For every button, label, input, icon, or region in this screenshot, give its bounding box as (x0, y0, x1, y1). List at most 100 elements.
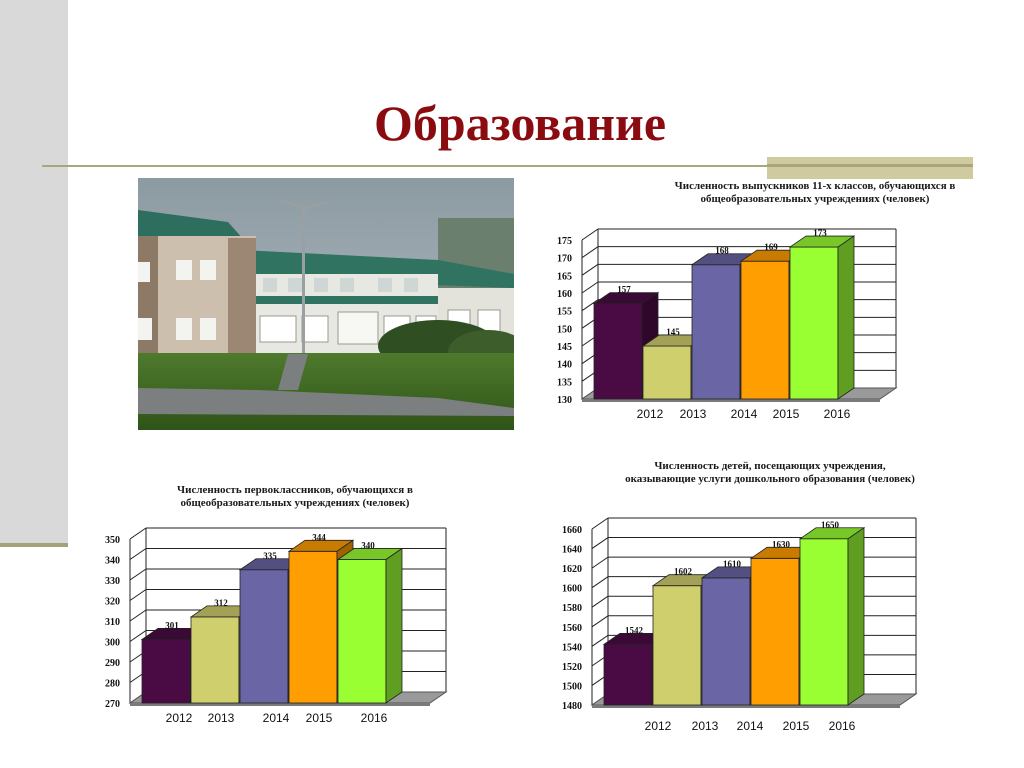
bar-front (691, 264, 741, 400)
x-tick-label: 2015 (783, 719, 810, 733)
bar-front (642, 345, 692, 400)
left-decor-band (0, 0, 68, 543)
bar-side (837, 235, 855, 400)
bar-front (740, 260, 790, 400)
y-tick-label: 320 (105, 597, 120, 608)
data-label: 157 (617, 285, 631, 295)
bar-front (701, 577, 751, 706)
title-underline (42, 165, 973, 167)
chart-title-line: общеобразовательных учреждениях (человек… (180, 497, 410, 509)
chart-title-line: Численность выпускников 11-х классов, об… (674, 180, 956, 192)
bar-front (288, 550, 338, 704)
chart-floor-edge (592, 705, 900, 708)
data-label: 1610 (723, 559, 742, 569)
chart-floor-edge (130, 703, 430, 706)
bar-front (652, 585, 702, 706)
chart-preschool: 1480 1500 1520 1540 1560 1580 1600 1620 1640 1660… (562, 517, 918, 733)
data-label: 335 (263, 551, 277, 561)
bar-2012 (592, 291, 660, 400)
x-tick-label: 2016 (829, 719, 856, 733)
chart-title-line: оказывающие услуги дошкольного образован… (625, 473, 915, 485)
left-decor-rule (0, 543, 68, 547)
bar-side (847, 527, 865, 706)
data-label: 173 (813, 228, 827, 238)
y-tick-label: 290 (105, 658, 120, 669)
data-label: 1650 (821, 520, 840, 530)
school-building-photo (138, 178, 514, 430)
y-tick-label: 1540 (562, 642, 582, 653)
bar-front (593, 303, 643, 400)
y-tick-label: 1600 (562, 584, 582, 595)
y-tick-label: 145 (557, 342, 572, 353)
chart-title-line: Численность первоклассников, обучающихся… (177, 484, 413, 496)
y-tick-label: 1520 (562, 662, 582, 673)
y-tick-label: 140 (557, 360, 572, 371)
title-underline-accent (767, 157, 973, 179)
gridline (581, 263, 599, 276)
bar-front (141, 639, 191, 704)
data-label: 344 (312, 532, 326, 542)
x-tick-label: 2012 (645, 719, 672, 733)
bar-front (337, 559, 387, 704)
gridline (129, 589, 147, 601)
gridline (129, 609, 147, 622)
y-tick-label: 300 (105, 638, 120, 649)
bar-front (789, 246, 839, 400)
y-tick-label: 1580 (562, 603, 582, 614)
chart-title-preschool: Численность детей, посещающих учреждения… (535, 460, 1005, 486)
x-tick-label: 2014 (731, 407, 758, 421)
data-label: 169 (764, 242, 778, 252)
y-tick-label: 1480 (562, 701, 582, 712)
gridline (581, 246, 599, 259)
x-tick-label: 2012 (166, 711, 193, 725)
gridline (129, 527, 147, 540)
data-label: 1602 (674, 567, 693, 577)
bar-2016 (336, 547, 404, 704)
school-building-illustration (138, 178, 514, 430)
y-tick-label: 155 (557, 307, 572, 318)
data-label: 312 (214, 598, 228, 608)
gridline (581, 281, 599, 294)
gridline (591, 537, 609, 549)
chart-title-first-graders: Численность первоклассников, обучающихся… (70, 484, 520, 510)
x-tick-label: 2016 (824, 407, 851, 421)
data-label: 145 (666, 327, 680, 337)
gridline (591, 615, 609, 628)
y-tick-label: 1560 (562, 623, 582, 634)
bar-2012 (602, 632, 670, 706)
gridline (129, 548, 147, 560)
y-tick-label: 175 (557, 236, 572, 247)
x-tick-label: 2012 (637, 407, 664, 421)
gridline (591, 576, 609, 589)
chart-floor-edge (582, 399, 880, 402)
bar-front (603, 643, 653, 706)
x-tick-label: 2013 (208, 711, 235, 725)
chart-title-line: общеобразовательных учреждениях (человек… (700, 193, 930, 205)
gridline (581, 299, 599, 312)
slide-title: Образование (373, 95, 667, 151)
y-tick-label: 170 (557, 254, 572, 265)
data-label: 340 (361, 541, 375, 551)
y-tick-label: 130 (557, 395, 572, 406)
bar-side (385, 547, 403, 704)
y-tick-label: 270 (105, 699, 120, 710)
y-tick-label: 340 (105, 556, 120, 567)
chart-first-graders: 270 280 290 300 310 320 330 340 350 301 2012 312 201… (105, 527, 448, 725)
y-tick-label: 330 (105, 576, 120, 587)
y-tick-label: 135 (557, 377, 572, 388)
gridline (591, 595, 609, 608)
chart-title-graduates: Численность выпускников 11-х классов, об… (590, 180, 1024, 206)
x-tick-label: 2013 (692, 719, 719, 733)
y-tick-label: 280 (105, 679, 120, 690)
y-tick-label: 1660 (562, 525, 582, 536)
bar-2016 (798, 527, 866, 706)
x-tick-label: 2016 (361, 711, 388, 725)
data-label: 301 (165, 620, 179, 630)
data-label: 1630 (772, 539, 791, 549)
bar-front (239, 569, 289, 704)
x-tick-label: 2015 (306, 711, 333, 725)
bar-front (799, 538, 849, 706)
y-tick-label: 160 (557, 289, 572, 300)
x-tick-label: 2015 (773, 407, 800, 421)
gridline (129, 568, 147, 581)
